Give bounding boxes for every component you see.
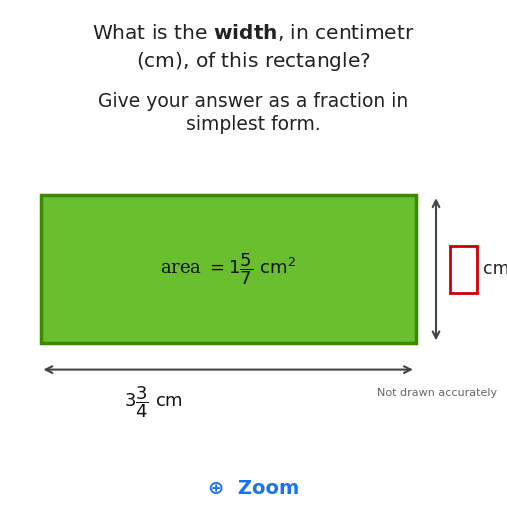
Text: area $= 1\dfrac{5}{7}\ \mathrm{cm}^2$: area $= 1\dfrac{5}{7}\ \mathrm{cm}^2$: [160, 251, 296, 287]
Text: cm: cm: [483, 260, 507, 278]
Text: Not drawn accurately: Not drawn accurately: [377, 389, 497, 398]
Text: simplest form.: simplest form.: [186, 115, 321, 134]
Bar: [450, 246, 477, 293]
Text: What is the $\mathbf{width}$, in centimetr: What is the $\mathbf{width}$, in centime…: [92, 22, 415, 43]
Text: Give your answer as a fraction in: Give your answer as a fraction in: [98, 92, 409, 111]
Text: $\mathrm{(cm)}$, of this rectangle?: $\mathrm{(cm)}$, of this rectangle?: [136, 50, 371, 73]
Text: $3\dfrac{3}{4}\ \mathrm{cm}$: $3\dfrac{3}{4}\ \mathrm{cm}$: [124, 384, 183, 420]
Text: ⊕  Zoom: ⊕ Zoom: [208, 479, 299, 498]
Bar: [41, 195, 416, 343]
